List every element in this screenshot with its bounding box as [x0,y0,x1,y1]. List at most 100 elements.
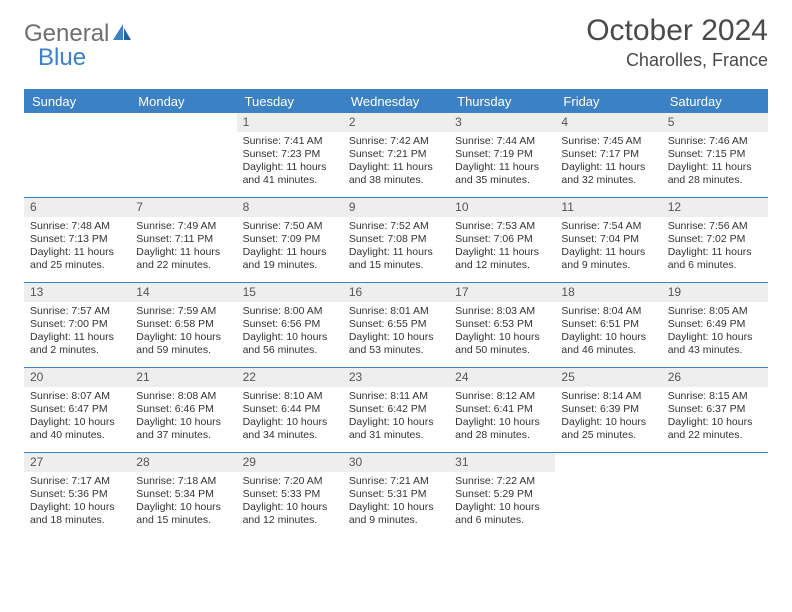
sunrise-text: Sunrise: 8:01 AM [349,305,443,318]
daylight-text: Daylight: 11 hours and 22 minutes. [136,246,230,272]
day-number: 24 [449,368,555,387]
calendar-cell: 20Sunrise: 8:07 AMSunset: 6:47 PMDayligh… [24,368,130,452]
week-row: 1Sunrise: 7:41 AMSunset: 7:23 PMDaylight… [24,112,768,197]
cell-body: Sunrise: 7:22 AMSunset: 5:29 PMDaylight:… [449,472,555,532]
calendar-cell: 23Sunrise: 8:11 AMSunset: 6:42 PMDayligh… [343,368,449,452]
sunset-text: Sunset: 7:02 PM [668,233,762,246]
sunset-text: Sunset: 7:11 PM [136,233,230,246]
cell-body: Sunrise: 8:01 AMSunset: 6:55 PMDaylight:… [343,302,449,362]
sunrise-text: Sunrise: 7:45 AM [561,135,655,148]
calendar-cell: 7 Sunrise: 7:49 AMSunset: 7:11 PMDaylight… [130,198,236,282]
daylight-text: Daylight: 10 hours and 53 minutes. [349,331,443,357]
sunrise-text: Sunrise: 8:07 AM [30,390,124,403]
day-number: 7 [130,198,236,217]
sunset-text: Sunset: 6:51 PM [561,318,655,331]
day-number: 6 [24,198,130,217]
sunset-text: Sunset: 6:55 PM [349,318,443,331]
cell-body: Sunrise: 7:20 AMSunset: 5:33 PMDaylight:… [237,472,343,532]
day-number: 11 [555,198,661,217]
cell-body: Sunrise: 7:42 AMSunset: 7:21 PMDaylight:… [343,132,449,192]
day-number: 5 [662,113,768,132]
sunset-text: Sunset: 7:23 PM [243,148,337,161]
calendar-cell [24,113,130,197]
calendar-cell: 6Sunrise: 7:48 AMSunset: 7:13 PMDaylight… [24,198,130,282]
week-row: 13Sunrise: 7:57 AMSunset: 7:00 PMDayligh… [24,282,768,367]
sunrise-text: Sunrise: 7:42 AM [349,135,443,148]
sunset-text: Sunset: 6:44 PM [243,403,337,416]
sunset-text: Sunset: 7:21 PM [349,148,443,161]
sunrise-text: Sunrise: 7:50 AM [243,220,337,233]
daylight-text: Daylight: 10 hours and 40 minutes. [30,416,124,442]
day-header-sun: Sunday [24,91,130,112]
cell-body: Sunrise: 8:12 AMSunset: 6:41 PMDaylight:… [449,387,555,447]
weeks-container: 1Sunrise: 7:41 AMSunset: 7:23 PMDaylight… [24,112,768,537]
cell-body: Sunrise: 8:00 AMSunset: 6:56 PMDaylight:… [237,302,343,362]
daylight-text: Daylight: 11 hours and 25 minutes. [30,246,124,272]
calendar-cell: 21Sunrise: 8:08 AMSunset: 6:46 PMDayligh… [130,368,236,452]
logo-text-blue: Blue [38,44,86,71]
cell-body: Sunrise: 7:21 AMSunset: 5:31 PMDaylight:… [343,472,449,532]
sunset-text: Sunset: 6:53 PM [455,318,549,331]
daylight-text: Daylight: 11 hours and 38 minutes. [349,161,443,187]
sunset-text: Sunset: 7:04 PM [561,233,655,246]
daylight-text: Daylight: 10 hours and 37 minutes. [136,416,230,442]
sunset-text: Sunset: 7:00 PM [30,318,124,331]
sunset-text: Sunset: 7:06 PM [455,233,549,246]
daylight-text: Daylight: 10 hours and 28 minutes. [455,416,549,442]
sail-icon [111,22,133,47]
sunrise-text: Sunrise: 7:20 AM [243,475,337,488]
daylight-text: Daylight: 11 hours and 35 minutes. [455,161,549,187]
sunset-text: Sunset: 7:13 PM [30,233,124,246]
calendar-cell: 18Sunrise: 8:04 AMSunset: 6:51 PMDayligh… [555,283,661,367]
sunrise-text: Sunrise: 7:57 AM [30,305,124,318]
day-number: 9 [343,198,449,217]
calendar-cell: 17Sunrise: 8:03 AMSunset: 6:53 PMDayligh… [449,283,555,367]
calendar-cell: 4Sunrise: 7:45 AMSunset: 7:17 PMDaylight… [555,113,661,197]
daylight-text: Daylight: 10 hours and 22 minutes. [668,416,762,442]
sunset-text: Sunset: 6:37 PM [668,403,762,416]
day-number: 22 [237,368,343,387]
cell-body: Sunrise: 8:03 AMSunset: 6:53 PMDaylight:… [449,302,555,362]
cell-body: Sunrise: 8:07 AMSunset: 6:47 PMDaylight:… [24,387,130,447]
sunset-text: Sunset: 6:49 PM [668,318,762,331]
sunrise-text: Sunrise: 8:12 AM [455,390,549,403]
cell-body: Sunrise: 7:54 AMSunset: 7:04 PMDaylight:… [555,217,661,277]
day-number: 17 [449,283,555,302]
calendar-cell: 11Sunrise: 7:54 AMSunset: 7:04 PMDayligh… [555,198,661,282]
sunset-text: Sunset: 5:36 PM [30,488,124,501]
sunset-text: Sunset: 6:42 PM [349,403,443,416]
cell-body: Sunrise: 7:56 AMSunset: 7:02 PMDaylight:… [662,217,768,277]
week-row: 27Sunrise: 7:17 AMSunset: 5:36 PMDayligh… [24,452,768,537]
sunrise-text: Sunrise: 8:00 AM [243,305,337,318]
cell-body: Sunrise: 7:53 AMSunset: 7:06 PMDaylight:… [449,217,555,277]
daylight-text: Daylight: 11 hours and 9 minutes. [561,246,655,272]
daylight-text: Daylight: 10 hours and 25 minutes. [561,416,655,442]
daylight-text: Daylight: 10 hours and 50 minutes. [455,331,549,357]
sunrise-text: Sunrise: 7:44 AM [455,135,549,148]
calendar-cell [555,453,661,537]
calendar-cell: 25Sunrise: 8:14 AMSunset: 6:39 PMDayligh… [555,368,661,452]
daylight-text: Daylight: 10 hours and 12 minutes. [243,501,337,527]
week-row: 20Sunrise: 8:07 AMSunset: 6:47 PMDayligh… [24,367,768,452]
sunrise-text: Sunrise: 8:08 AM [136,390,230,403]
calendar-cell: 10Sunrise: 7:53 AMSunset: 7:06 PMDayligh… [449,198,555,282]
logo-text-blue-wrap: Blue [38,44,86,72]
day-header-mon: Monday [130,91,236,112]
sunset-text: Sunset: 5:29 PM [455,488,549,501]
day-header-fri: Friday [555,91,661,112]
cell-body: Sunrise: 8:08 AMSunset: 6:46 PMDaylight:… [130,387,236,447]
sunset-text: Sunset: 5:34 PM [136,488,230,501]
sunrise-text: Sunrise: 7:52 AM [349,220,443,233]
sunset-text: Sunset: 7:19 PM [455,148,549,161]
sunrise-text: Sunrise: 7:21 AM [349,475,443,488]
calendar-cell: 24Sunrise: 8:12 AMSunset: 6:41 PMDayligh… [449,368,555,452]
daylight-text: Daylight: 10 hours and 9 minutes. [349,501,443,527]
daylight-text: Daylight: 10 hours and 31 minutes. [349,416,443,442]
sunrise-text: Sunrise: 7:49 AM [136,220,230,233]
daylight-text: Daylight: 10 hours and 56 minutes. [243,331,337,357]
day-number: 2 [343,113,449,132]
day-header-wed: Wednesday [343,91,449,112]
day-number: 16 [343,283,449,302]
sunset-text: Sunset: 6:39 PM [561,403,655,416]
cell-body: Sunrise: 8:11 AMSunset: 6:42 PMDaylight:… [343,387,449,447]
